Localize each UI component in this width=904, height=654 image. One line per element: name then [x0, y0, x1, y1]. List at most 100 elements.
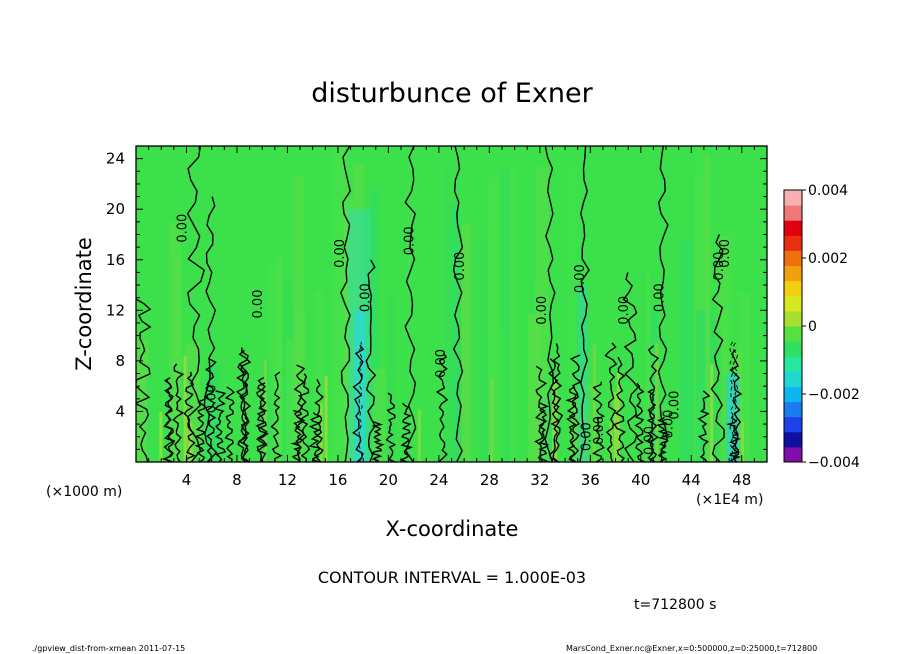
contour-value-label: 0.00 — [592, 416, 607, 445]
contour-line — [579, 146, 590, 462]
field-streak — [492, 331, 505, 462]
colorbar-swatch — [784, 326, 802, 342]
contour-line — [613, 356, 627, 462]
field-positive-streak — [710, 363, 714, 462]
contour-line — [213, 390, 227, 462]
x-tick-label: 4 — [182, 471, 192, 489]
field-streak — [449, 203, 461, 462]
colorbar-swatch — [784, 310, 802, 327]
contour-value-label: 0.00 — [205, 384, 220, 413]
x-unit-left: (×1000 m) — [46, 484, 122, 500]
contour-line — [172, 363, 185, 462]
contour-line — [544, 146, 556, 462]
contour-line — [314, 378, 324, 462]
field-streak — [586, 390, 597, 462]
colorbar-swatch — [784, 265, 802, 282]
colorbar-swatch — [784, 205, 802, 221]
field-positive-streak — [554, 377, 558, 462]
y-tick-label: 4 — [115, 402, 125, 420]
contour-line — [308, 412, 322, 462]
contour-value-label: 0.00 — [661, 410, 676, 439]
contour-value-label: 0.00 — [718, 239, 733, 268]
contour-line — [565, 386, 578, 462]
contour-value-label: 0.00 — [642, 426, 657, 455]
field-positive-streak — [183, 355, 187, 462]
field-streak — [314, 291, 323, 462]
contour-line-negative — [358, 341, 364, 462]
footer-left: ./gpview_dist-from-xmean 2011-07-15 — [32, 644, 185, 653]
field-streak — [261, 364, 274, 462]
colorbar-swatch — [784, 431, 802, 448]
colorbar-tick-label: 0.004 — [808, 183, 848, 199]
field-streak — [703, 153, 710, 462]
contour-line — [604, 342, 618, 462]
contour-value-label: 0.00 — [712, 252, 727, 281]
colorbar-swatch — [784, 250, 802, 267]
colorbar-swatch — [784, 220, 802, 236]
contour-line — [270, 371, 283, 462]
field-streak — [169, 221, 182, 462]
field-streak — [695, 309, 706, 462]
contour-line — [224, 386, 236, 462]
contour-line — [194, 396, 206, 462]
contour-line — [657, 146, 669, 462]
field-positive-streak — [324, 376, 328, 462]
x-tick-label: 28 — [480, 471, 499, 489]
contour-line — [404, 146, 417, 462]
contour-value-label: 0.00 — [434, 349, 449, 378]
contour-value-label: 0.00 — [251, 290, 266, 319]
contour-line — [435, 352, 449, 462]
contour-line — [186, 146, 206, 462]
contour-line — [163, 377, 176, 462]
footer-right: MarsCond_Exner.nc@Exner,x=0:500000,z=0:2… — [566, 644, 817, 653]
contour-line — [710, 234, 725, 462]
x-tick-label: 32 — [530, 471, 549, 489]
contour-line — [592, 381, 606, 462]
colorbar-swatch — [784, 295, 802, 312]
x-tick-label: 24 — [429, 471, 448, 489]
field-streak — [718, 236, 731, 462]
field-streak — [461, 224, 472, 462]
colorbar-swatch — [784, 235, 802, 251]
contour-line — [550, 343, 564, 462]
field-streak — [370, 187, 379, 462]
field-positive-streak — [741, 421, 745, 462]
contour-line — [255, 376, 268, 462]
colorbar-tick-label: −0.004 — [808, 455, 860, 471]
x-tick-label: 12 — [278, 471, 297, 489]
contour-label-layer: 0.000.000.000.000.000.000.000.000.000.00… — [176, 214, 734, 455]
contour-value-label: 0.00 — [653, 283, 668, 312]
contour-line-negative — [729, 341, 735, 462]
contour-value-label: 0.00 — [176, 214, 191, 243]
colorbar-tick-label: −0.002 — [808, 387, 860, 403]
contour-line — [385, 392, 397, 462]
field-positive-streak — [189, 423, 193, 462]
contour-value-label: 0.00 — [359, 283, 374, 312]
contour-line — [235, 363, 248, 462]
x-tick-label: 44 — [682, 471, 701, 489]
contour-line — [656, 416, 671, 462]
field-layer — [136, 147, 751, 462]
contour-line — [534, 365, 548, 462]
colorbar-swatch — [784, 386, 802, 403]
colorbar-swatch — [784, 190, 802, 206]
field-streak — [478, 238, 491, 462]
contour-value-label: 0.00 — [668, 391, 683, 420]
field-streak — [136, 340, 148, 462]
field-streak — [406, 161, 414, 462]
field-streak — [567, 165, 577, 462]
contour-value-label: 0.00 — [617, 296, 632, 325]
field-streak — [689, 191, 695, 462]
field-positive-streak — [655, 343, 659, 462]
field-streak — [680, 238, 692, 462]
contour-value-label: 0.00 — [535, 296, 550, 325]
y-tick-label: 20 — [106, 200, 125, 218]
field-positive-streak — [616, 370, 620, 462]
plot-area: 0.000.000.000.000.000.000.000.000.000.00… — [106, 145, 768, 489]
colorbar-swatch — [784, 280, 802, 297]
contour-interval-text: CONTOUR INTERVAL = 1.000E-03 — [318, 568, 586, 587]
field-positive-streak — [417, 409, 421, 462]
x-axis: 4 8 12 16 20 24 28 32 36 40 44 48 — [148, 146, 755, 489]
field-streak — [728, 219, 738, 462]
contour-value-label: 0.00 — [403, 226, 418, 255]
